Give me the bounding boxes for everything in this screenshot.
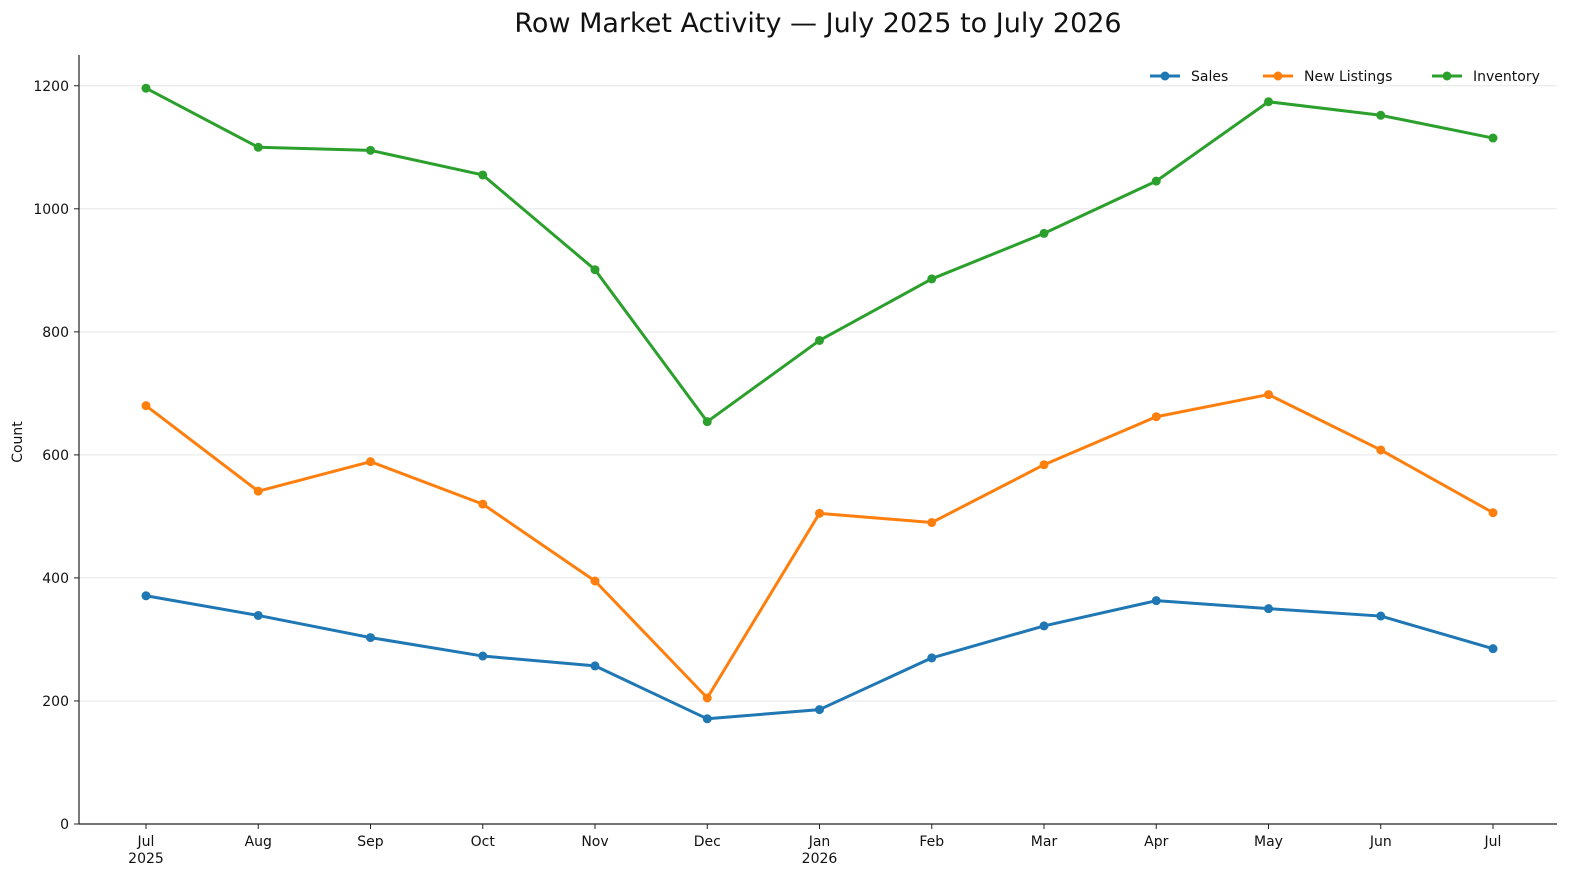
x-tick-year-label: 2026	[802, 851, 838, 867]
x-tick-label: Jan	[808, 834, 831, 850]
y-tick-label: 200	[42, 694, 69, 710]
x-tick-label: May	[1254, 834, 1283, 850]
series-inventory	[141, 83, 1498, 427]
legend-marker	[1273, 71, 1283, 81]
data-point	[1151, 596, 1161, 606]
data-point	[702, 714, 712, 724]
data-point	[815, 705, 824, 715]
data-point	[815, 508, 824, 518]
data-point	[590, 576, 600, 586]
x-tick-label: Oct	[471, 834, 496, 850]
data-point	[702, 417, 712, 427]
x-tick-label: Jun	[1369, 834, 1392, 850]
x-tick-label: Jul	[137, 834, 155, 850]
data-point	[141, 401, 151, 411]
data-point	[1376, 110, 1386, 120]
data-point	[1488, 508, 1498, 518]
data-point	[478, 651, 488, 661]
data-point	[478, 170, 488, 180]
x-tick-label: Feb	[919, 834, 944, 850]
data-point	[590, 265, 600, 275]
data-point	[927, 653, 937, 663]
data-point	[927, 518, 937, 528]
legend-marker	[1160, 71, 1170, 81]
series-line	[144, 393, 1495, 700]
legend-item: Sales	[1150, 69, 1228, 85]
legend-label: Sales	[1191, 69, 1228, 85]
data-point	[1264, 390, 1273, 400]
x-tick-label: Jul	[1484, 834, 1502, 850]
data-point	[478, 499, 488, 509]
data-point	[590, 661, 600, 671]
data-point	[1376, 445, 1386, 455]
data-point	[1151, 176, 1161, 186]
y-tick-label: 1200	[33, 79, 69, 95]
data-point	[253, 142, 263, 152]
data-point	[1039, 228, 1049, 238]
series-new-listings	[141, 390, 1498, 703]
data-point	[1488, 133, 1498, 143]
series-sales	[141, 591, 1498, 724]
series-lines	[141, 83, 1498, 724]
legend-label: Inventory	[1473, 69, 1540, 85]
data-point	[141, 83, 151, 93]
series-line	[144, 594, 1495, 721]
x-tick-label: Aug	[245, 834, 272, 850]
legend-label: New Listings	[1304, 69, 1392, 85]
y-tick-label: 1000	[33, 202, 69, 218]
chart-title: Row Market Activity — July 2025 to July …	[514, 8, 1121, 39]
series-line	[144, 86, 1495, 424]
data-point	[1039, 621, 1049, 631]
y-tick-label: 600	[42, 448, 69, 464]
legend-marker	[1442, 71, 1452, 81]
x-tick-label: Nov	[581, 834, 608, 850]
data-point	[253, 486, 263, 496]
y-tick-label: 800	[42, 325, 69, 341]
x-tick-label: Sep	[357, 834, 384, 850]
data-point	[366, 457, 375, 467]
data-point	[141, 591, 151, 601]
data-point	[927, 274, 937, 284]
gridlines	[79, 85, 1557, 702]
x-tick-label: Dec	[694, 834, 721, 850]
x-tick-label: Mar	[1031, 834, 1058, 850]
data-point	[1376, 611, 1386, 621]
legend-item: New Listings	[1263, 69, 1392, 85]
y-axis-label: Count	[10, 421, 26, 463]
data-point	[1039, 460, 1049, 470]
data-point	[1264, 604, 1273, 614]
data-point	[253, 610, 263, 620]
data-point	[1488, 644, 1498, 654]
legend: Sales New Listings Inventory	[1150, 69, 1540, 85]
x-tick-label: Apr	[1144, 834, 1168, 850]
data-point	[366, 145, 375, 155]
legend-item: Inventory	[1432, 69, 1540, 85]
data-point	[1151, 412, 1161, 422]
data-point	[815, 335, 824, 345]
x-tick-year-label: 2025	[128, 851, 164, 867]
data-point	[366, 633, 375, 643]
data-point	[1264, 97, 1273, 107]
y-tick-label: 0	[60, 817, 69, 833]
data-point	[702, 693, 712, 703]
y-tick-label: 400	[42, 571, 69, 587]
